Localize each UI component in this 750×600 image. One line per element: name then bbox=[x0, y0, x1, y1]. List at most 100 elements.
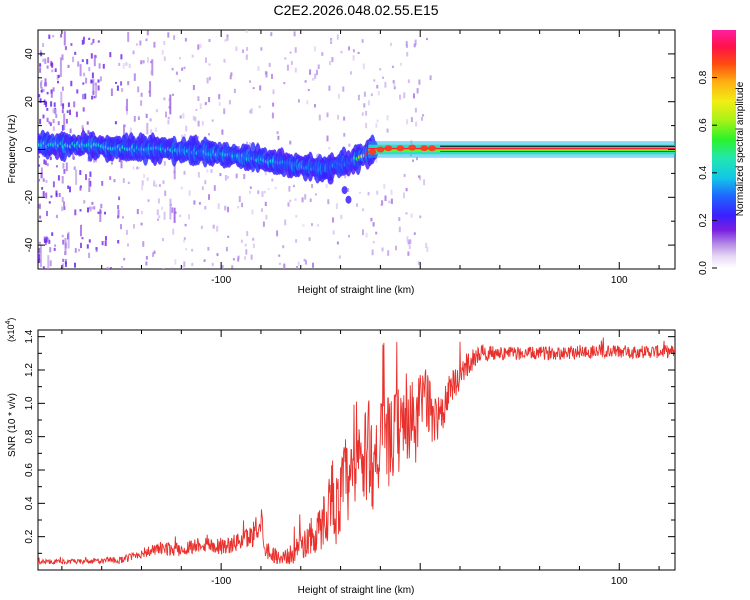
hot-spot bbox=[408, 144, 417, 151]
noise-speckle bbox=[179, 214, 182, 218]
noise-speckle bbox=[201, 186, 204, 191]
trace-blob bbox=[321, 171, 328, 180]
noise-speckle bbox=[348, 235, 350, 238]
noise-speckle bbox=[307, 88, 310, 92]
noise-speckle bbox=[154, 127, 157, 132]
noise-speckle bbox=[185, 248, 188, 251]
noise-streak bbox=[123, 124, 125, 138]
noise-speckle bbox=[117, 240, 120, 244]
noise-speckle bbox=[73, 101, 76, 108]
noise-speckle bbox=[357, 51, 360, 54]
noise-speckle bbox=[142, 241, 145, 247]
noise-speckle bbox=[88, 37, 91, 40]
noise-speckle bbox=[168, 98, 171, 102]
bottom-y-axis: 0.2 0.4 0.6 0.8 1.0 1.2 1.4 bbox=[24, 329, 675, 554]
noise-speckle bbox=[185, 125, 188, 132]
noise-speckle bbox=[211, 119, 214, 122]
noise-speckle bbox=[381, 200, 384, 206]
noise-speckle bbox=[221, 264, 224, 269]
noise-speckle bbox=[69, 109, 71, 115]
noise-speckle bbox=[277, 135, 280, 140]
noise-speckle bbox=[109, 176, 112, 180]
noise-speckle bbox=[153, 180, 156, 186]
noise-speckle bbox=[60, 33, 63, 38]
noise-speckle bbox=[421, 116, 423, 121]
noise-speckle bbox=[276, 230, 279, 237]
noise-speckle bbox=[271, 178, 274, 182]
noise-speckle bbox=[365, 110, 368, 116]
noise-speckle bbox=[62, 239, 65, 245]
noise-speckle bbox=[183, 261, 186, 267]
noise-speckle bbox=[157, 218, 159, 221]
noise-speckle bbox=[38, 155, 40, 158]
noise-speckle bbox=[46, 91, 49, 95]
noise-speckle bbox=[73, 166, 76, 170]
noise-speckle bbox=[48, 239, 51, 244]
noise-speckle bbox=[265, 71, 268, 78]
noise-speckle bbox=[249, 186, 252, 189]
noise-speckle bbox=[72, 153, 75, 159]
noise-speckle bbox=[87, 207, 89, 213]
noise-speckle bbox=[408, 245, 411, 249]
noise-speckle bbox=[48, 121, 51, 124]
noise-speckle bbox=[50, 195, 53, 198]
noise-speckle bbox=[74, 248, 77, 253]
noise-speckle bbox=[252, 237, 255, 241]
noise-speckle bbox=[172, 93, 174, 96]
noise-speckle bbox=[79, 186, 82, 191]
noise-speckle bbox=[383, 183, 386, 189]
noise-speckle bbox=[367, 100, 370, 106]
noise-speckle bbox=[417, 261, 420, 265]
y-tick-label: 0.4 bbox=[24, 496, 35, 510]
noise-speckle bbox=[271, 112, 274, 119]
noise-speckle bbox=[407, 251, 410, 256]
noise-speckle bbox=[45, 101, 48, 108]
noise-streak bbox=[47, 255, 50, 269]
noise-speckle bbox=[232, 258, 235, 261]
noise-speckle bbox=[289, 140, 292, 145]
noise-speckle bbox=[412, 159, 414, 162]
noise-speckle bbox=[213, 185, 216, 191]
noise-speckle bbox=[314, 104, 316, 108]
noise-streak bbox=[40, 167, 43, 178]
y-tick-label: 40 bbox=[24, 48, 35, 60]
noise-speckle bbox=[111, 162, 113, 165]
noise-speckle bbox=[235, 46, 238, 51]
noise-speckle bbox=[141, 184, 144, 191]
noise-speckle bbox=[261, 191, 264, 197]
noise-speckle bbox=[199, 43, 202, 49]
noise-speckle bbox=[208, 97, 211, 103]
noise-speckle bbox=[304, 194, 307, 200]
noise-speckle bbox=[39, 67, 42, 73]
noise-streak bbox=[92, 79, 95, 94]
noise-speckle bbox=[178, 79, 181, 82]
noise-speckle bbox=[114, 121, 117, 125]
noise-streak bbox=[173, 207, 176, 223]
noise-speckle bbox=[74, 209, 77, 216]
noise-speckle bbox=[219, 173, 222, 177]
noise-speckle bbox=[79, 185, 82, 188]
noise-speckle bbox=[347, 188, 350, 192]
noise-speckle bbox=[263, 190, 266, 194]
noise-speckle bbox=[388, 200, 391, 204]
noise-speckle bbox=[158, 215, 161, 219]
noise-speckle bbox=[203, 259, 206, 262]
noise-speckle bbox=[204, 180, 207, 185]
noise-streak bbox=[146, 122, 149, 135]
y-tick-label: -40 bbox=[24, 237, 35, 252]
noise-speckle bbox=[109, 52, 112, 58]
noise-speckle bbox=[376, 119, 379, 123]
noise-speckle bbox=[171, 207, 174, 213]
noise-speckle bbox=[403, 173, 406, 177]
noise-speckle bbox=[384, 81, 387, 88]
noise-speckle bbox=[104, 211, 106, 215]
noise-speckle bbox=[331, 57, 334, 63]
noise-speckle bbox=[289, 199, 292, 202]
noise-speckle bbox=[38, 179, 41, 182]
noise-speckle bbox=[43, 99, 46, 105]
noise-speckle bbox=[205, 57, 207, 63]
noise-speckle bbox=[419, 175, 422, 181]
noise-speckle bbox=[306, 100, 309, 105]
noise-speckle bbox=[56, 75, 59, 80]
noise-speckle bbox=[39, 215, 42, 219]
